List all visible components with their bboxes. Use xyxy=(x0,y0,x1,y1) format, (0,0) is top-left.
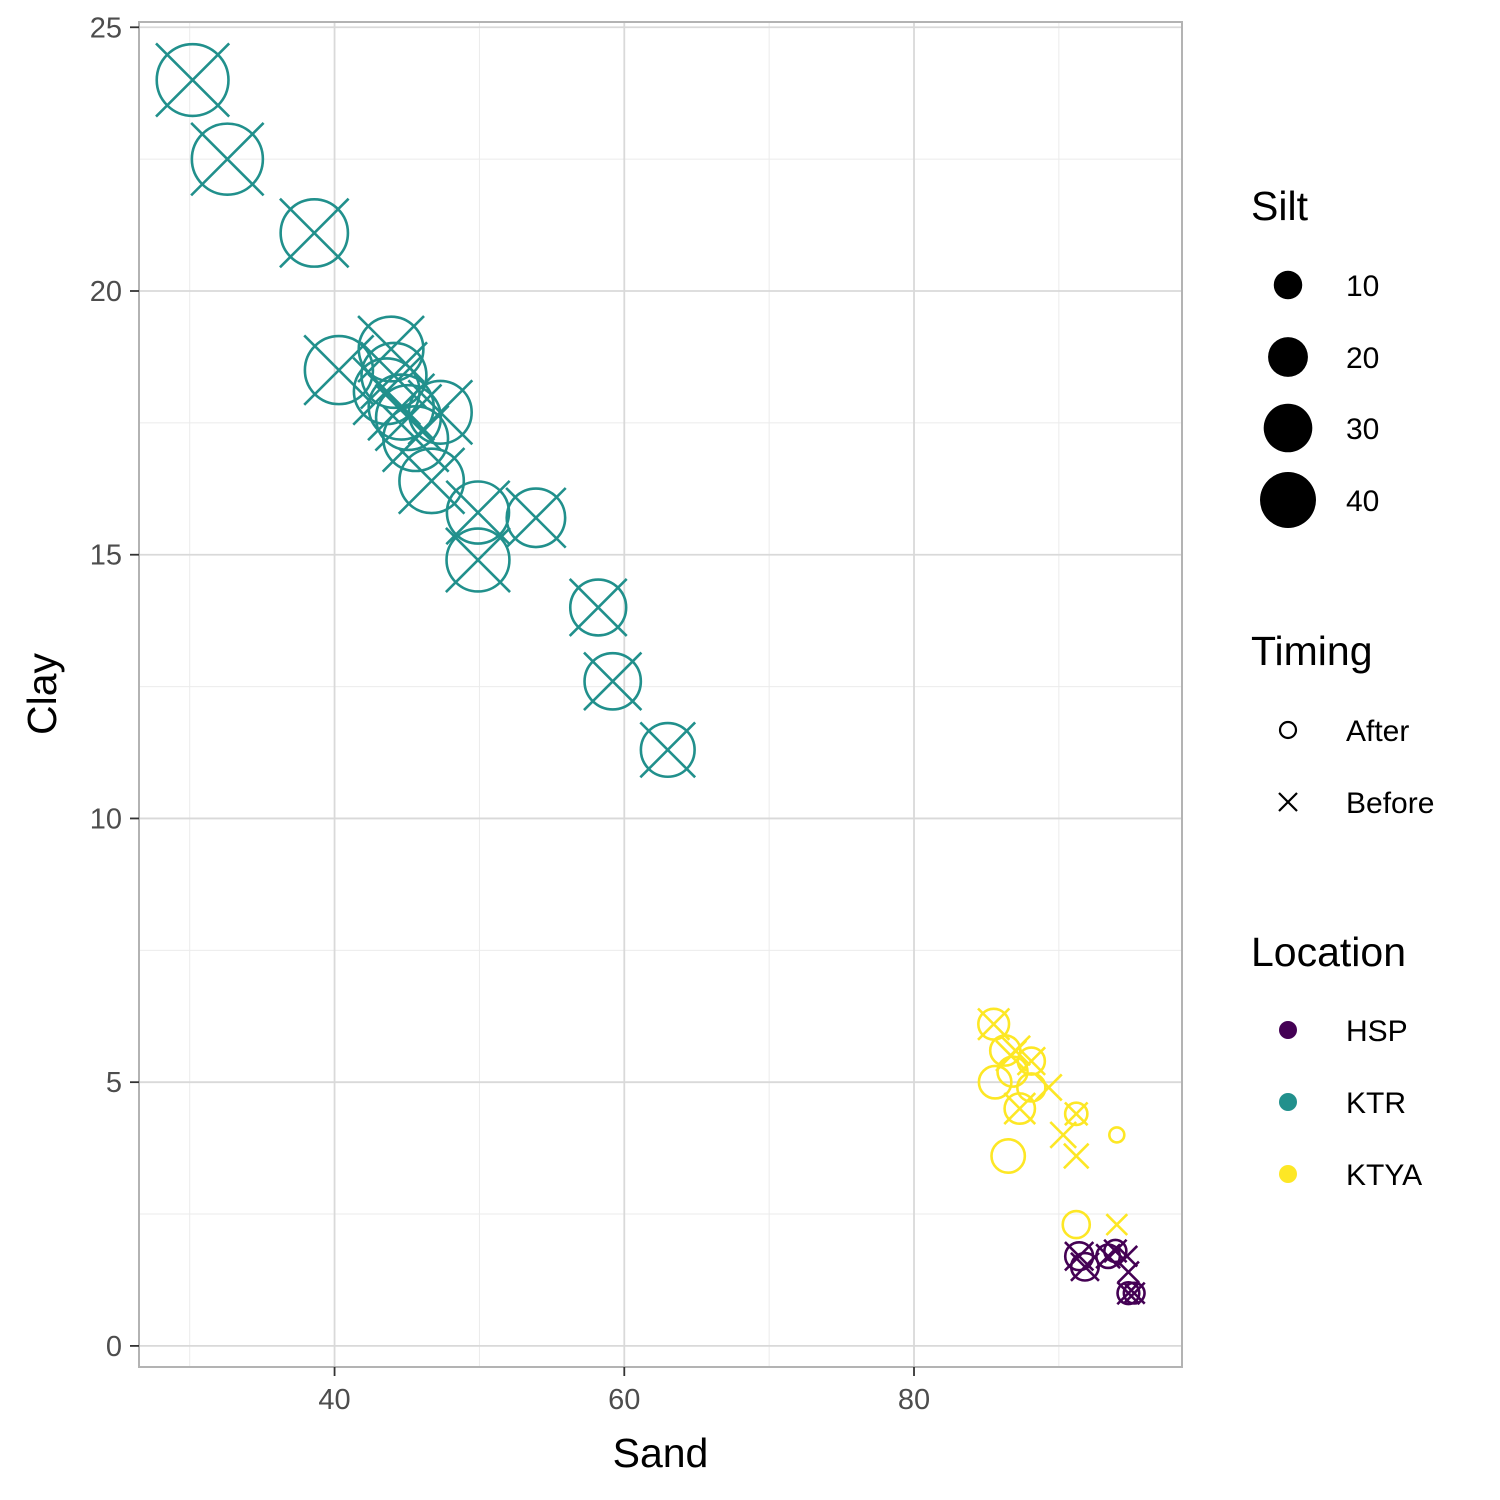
data-point-before xyxy=(1122,1281,1146,1305)
legend-color-label: HSP xyxy=(1346,1015,1408,1048)
data-point-after xyxy=(639,721,696,779)
data-point-before xyxy=(190,121,265,197)
data-point-after xyxy=(155,42,230,118)
data-point-before xyxy=(279,197,350,269)
legend-after-circle-icon xyxy=(1278,720,1298,740)
legend-location: Location HSP KTR KTYA xyxy=(1251,929,1422,1192)
legend-label-before: Before xyxy=(1346,787,1434,820)
data-point-after xyxy=(505,487,567,549)
data-point-before xyxy=(1116,1281,1141,1306)
data-point-after xyxy=(407,379,473,445)
data-point-before xyxy=(1003,1092,1037,1125)
data-point-before xyxy=(303,334,375,406)
data-point-after xyxy=(1003,1092,1037,1126)
legend-size-dot xyxy=(1268,337,1308,377)
data-point-before xyxy=(1103,1238,1128,1264)
series-ktya xyxy=(977,1007,1129,1240)
data-point-before xyxy=(1064,1241,1095,1272)
data-point-after xyxy=(1061,1209,1092,1240)
y-tick-label: 25 xyxy=(90,12,122,44)
data-point-before xyxy=(1034,1073,1063,1102)
x-tick-label: 80 xyxy=(898,1384,930,1416)
legend-color-dot xyxy=(1279,1021,1297,1039)
data-point-before xyxy=(444,527,511,593)
legend-color-label: KTYA xyxy=(1346,1159,1422,1192)
data-point-before xyxy=(1016,1046,1047,1076)
data-point-after xyxy=(996,1055,1029,1088)
legend-size-label: 10 xyxy=(1346,270,1379,303)
legend-size-label: 20 xyxy=(1346,342,1379,375)
y-axis-tick-labels: 0 5 10 15 20 25 xyxy=(90,12,122,1363)
legend-silt: Silt 10 20 30 40 xyxy=(1251,183,1379,528)
y-tick-label: 5 xyxy=(106,1067,122,1099)
data-points xyxy=(155,42,1146,1306)
legend-silt-title: Silt xyxy=(1251,183,1309,229)
legend-timing: Timing After Before xyxy=(1251,628,1434,820)
legend-size-dot xyxy=(1273,270,1303,300)
data-point-after xyxy=(990,1138,1027,1174)
x-axis-tick-labels: 40 60 80 xyxy=(318,1384,930,1416)
data-point-after xyxy=(303,334,375,406)
legend-timing-title: Timing xyxy=(1251,628,1373,674)
data-point-after xyxy=(977,1064,1013,1100)
data-point-before xyxy=(1049,1121,1078,1149)
data-point-after xyxy=(445,527,511,593)
data-point-before xyxy=(1063,1101,1089,1127)
x-axis-title: Sand xyxy=(613,1430,709,1476)
series-hsp xyxy=(1063,1238,1146,1306)
legend-size-label: 40 xyxy=(1346,485,1379,518)
legend-location-title: Location xyxy=(1251,929,1406,975)
y-tick-label: 20 xyxy=(90,276,122,308)
data-point-before xyxy=(397,447,466,515)
y-tick-label: 15 xyxy=(90,540,122,572)
data-point-after xyxy=(398,447,466,515)
legend-color-dot xyxy=(1279,1093,1297,1111)
axis-ticks xyxy=(130,26,915,1376)
series-ktr xyxy=(155,42,697,779)
data-point-after xyxy=(583,651,643,711)
legend-size-dot xyxy=(1263,403,1313,453)
data-point-before xyxy=(639,721,697,779)
data-point-after xyxy=(190,122,265,196)
data-point-before xyxy=(381,404,450,473)
y-axis-title: Clay xyxy=(19,652,65,735)
data-point-before xyxy=(1063,1142,1090,1170)
data-point-before xyxy=(583,651,643,711)
data-point-after xyxy=(1116,1280,1141,1306)
data-point-before xyxy=(1105,1213,1129,1236)
legend-size-label: 30 xyxy=(1346,413,1379,446)
data-point-before xyxy=(1116,1260,1140,1284)
data-point-after xyxy=(1103,1238,1128,1264)
data-point-before xyxy=(505,487,567,549)
legend-color-dot xyxy=(1279,1165,1297,1183)
data-point-after xyxy=(279,198,350,268)
data-point-before xyxy=(1095,1243,1122,1270)
data-point-after xyxy=(445,480,511,545)
data-point-after xyxy=(1108,1126,1126,1144)
data-point-after xyxy=(1016,1072,1047,1103)
legend-before-cross-icon xyxy=(1278,792,1298,812)
minor-gridlines xyxy=(139,22,1182,1367)
data-point-before xyxy=(445,479,511,546)
data-point-before xyxy=(155,42,231,118)
data-point-after xyxy=(382,405,450,473)
legend-size-dot xyxy=(1260,472,1316,528)
legend-color-label: KTR xyxy=(1346,1087,1406,1120)
legend-label-after: After xyxy=(1346,715,1409,748)
x-tick-label: 40 xyxy=(318,1384,350,1416)
data-point-after xyxy=(360,341,428,410)
data-point-after xyxy=(357,315,425,383)
y-tick-label: 10 xyxy=(90,803,122,835)
y-tick-label: 0 xyxy=(106,1331,122,1363)
data-point-after xyxy=(1063,1101,1089,1127)
data-point-before xyxy=(568,578,628,637)
data-point-after xyxy=(568,578,628,637)
plot-panel-border xyxy=(138,21,1183,1368)
x-tick-label: 60 xyxy=(608,1384,640,1416)
data-point-after xyxy=(1122,1281,1146,1305)
data-point-before xyxy=(1070,1251,1100,1282)
